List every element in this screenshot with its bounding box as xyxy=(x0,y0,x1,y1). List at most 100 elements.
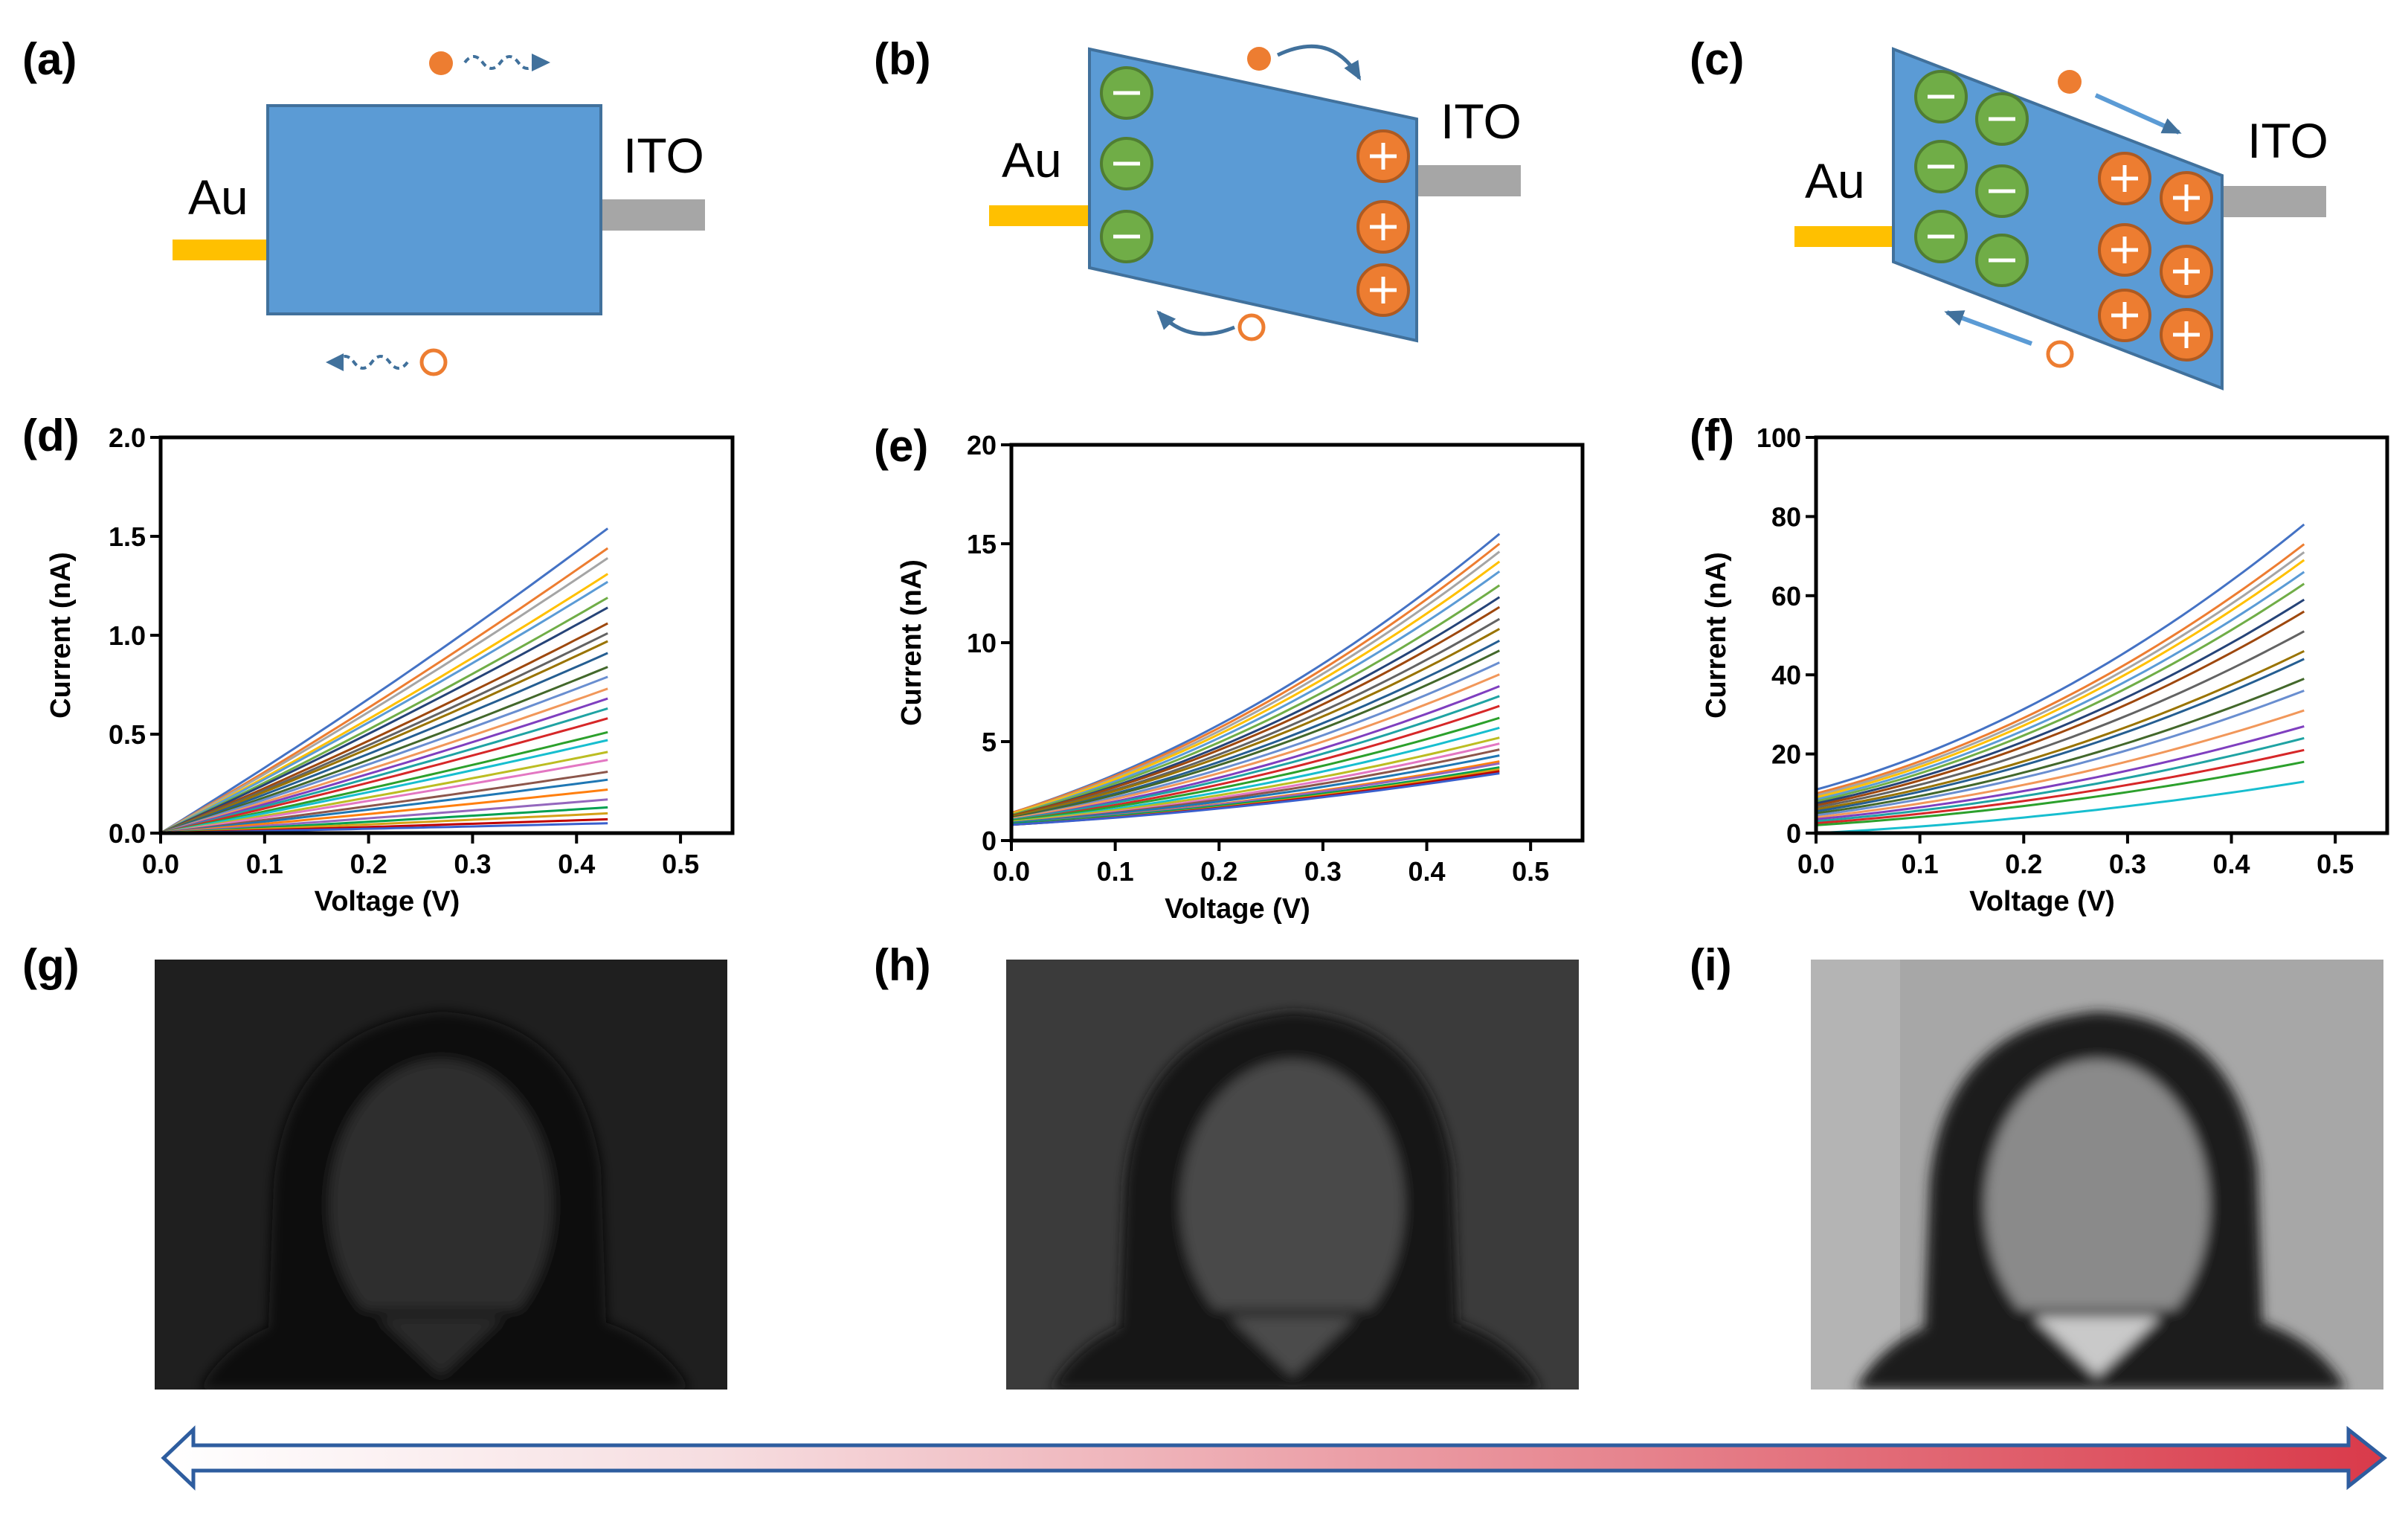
y-axis-label: Current (nA) xyxy=(896,559,927,726)
iv-series-line xyxy=(160,707,608,835)
au-electrode xyxy=(989,205,1089,226)
iv-series-line xyxy=(160,788,608,835)
hole-transport xyxy=(326,348,448,376)
iv-series-line xyxy=(1011,736,1500,823)
iv-series-line xyxy=(1815,610,2305,807)
iv-series-line xyxy=(160,666,608,835)
iv-series-line xyxy=(1815,551,2305,797)
portrait-image xyxy=(1811,960,2383,1390)
x-tick-label: 0.4 xyxy=(2213,849,2250,879)
au-label: Au xyxy=(188,170,248,225)
iv-series-line xyxy=(1815,725,2305,820)
iv-series-line xyxy=(1011,584,1501,816)
panel-label-d: (d) xyxy=(22,411,80,460)
device-diagram-c: Au ITO xyxy=(1794,47,2328,391)
iv-series-line xyxy=(1815,780,2305,835)
active-layer xyxy=(266,104,602,315)
iv-series-line xyxy=(1815,523,2305,791)
x-tick-label: 0.0 xyxy=(142,849,179,879)
iv-series-line xyxy=(1815,630,2305,809)
iv-series-line xyxy=(1011,704,1500,822)
x-axis-label: Voltage (V) xyxy=(1165,893,1310,925)
iv-series-line xyxy=(160,771,608,835)
x-tick-label: 0.0 xyxy=(1797,849,1835,879)
iv-series-line xyxy=(160,759,608,835)
iv-series-line xyxy=(160,580,608,835)
y-tick-label: 0.5 xyxy=(109,719,146,750)
active-layer xyxy=(1088,47,1418,343)
iv-series-line xyxy=(1011,716,1500,822)
iv-series-line xyxy=(1815,559,2305,799)
iv-series-line xyxy=(1815,582,2305,803)
iv-series-line xyxy=(1011,772,1500,826)
iv-series-line xyxy=(160,717,608,835)
x-axis-label: Voltage (V) xyxy=(1969,886,2115,917)
x-tick-label: 0.2 xyxy=(2005,849,2042,879)
iv-series-line xyxy=(1011,628,1501,818)
iv-chart-f: 0.0 0.1 0.2 0.3 0.4 0.5 0 20 40 60 80 100 Voltage (V… xyxy=(1701,423,2389,917)
iv-series-line xyxy=(1011,605,1501,817)
panel-label-c: (c) xyxy=(1690,34,1744,84)
x-tick-label: 0.3 xyxy=(454,849,491,879)
x-tick-label: 0.3 xyxy=(1304,856,1342,887)
iv-series-line xyxy=(1011,542,1501,815)
photo-g xyxy=(155,960,727,1390)
panel-label-e: (e) xyxy=(874,421,928,471)
x-tick-label: 0.1 xyxy=(246,849,283,879)
portrait-image xyxy=(155,960,727,1390)
iv-series-line xyxy=(1011,560,1501,815)
y-tick-label: 100 xyxy=(1757,423,1801,453)
y-axis-label: Current (nA) xyxy=(45,552,77,719)
iv-series-line xyxy=(160,739,608,835)
gradient-double-arrow xyxy=(161,1425,2388,1491)
iv-series-line xyxy=(1815,658,2305,813)
iv-series-line xyxy=(1815,678,2305,815)
x-tick-label: 0.4 xyxy=(558,849,595,879)
iv-series-line xyxy=(1815,649,2305,811)
curved-arrow-right xyxy=(1276,44,1362,81)
iv-series-line xyxy=(1815,690,2305,817)
y-tick-label: 0.0 xyxy=(109,818,146,849)
electron-dot xyxy=(1247,47,1271,71)
iv-series-line xyxy=(160,632,608,835)
ito-label: ITO xyxy=(623,128,704,183)
iv-series-line xyxy=(1011,673,1500,820)
y-tick-label: 1.5 xyxy=(109,521,146,552)
iv-series-line xyxy=(160,557,609,835)
device-diagram-b: Au ITO xyxy=(989,44,1522,343)
iv-series-line xyxy=(1011,570,1501,816)
y-tick-label: 2.0 xyxy=(109,423,146,453)
y-tick-label: 0 xyxy=(1786,818,1801,849)
arrowhead-icon xyxy=(326,353,344,371)
iv-series-line xyxy=(160,527,609,835)
y-tick-label: 5 xyxy=(982,727,997,757)
iv-series-line xyxy=(160,697,608,835)
x-tick-label: 0.5 xyxy=(1512,856,1549,887)
electron-dot xyxy=(429,51,453,75)
arrowhead-icon xyxy=(532,54,550,71)
hole-dot xyxy=(1237,313,1266,341)
y-tick-label: 0 xyxy=(982,826,997,856)
iv-series-line xyxy=(1815,709,2305,819)
iv-series-line xyxy=(1815,736,2305,823)
y-tick-label: 15 xyxy=(967,529,997,559)
iv-series-line xyxy=(160,687,608,835)
y-tick-label: 60 xyxy=(1771,581,1801,611)
ito-label: ITO xyxy=(2247,113,2328,168)
portrait-image xyxy=(1006,960,1579,1390)
y-tick-label: 1.0 xyxy=(109,620,146,651)
iv-chart-d: 0.0 0.1 0.2 0.3 0.4 0.5 0.0 0.5 1.0 1.5 2.0 Voltage… xyxy=(45,423,735,917)
ito-electrode xyxy=(601,199,705,231)
ito-label: ITO xyxy=(1440,94,1522,149)
iv-series-line xyxy=(160,622,608,835)
au-label: Au xyxy=(1002,132,1062,187)
iv-series-line xyxy=(160,640,608,835)
iv-series-line xyxy=(1815,748,2305,825)
panel-label-a: (a) xyxy=(22,34,77,84)
iv-series-line xyxy=(160,652,608,835)
y-tick-label: 40 xyxy=(1771,660,1801,690)
iv-series-line xyxy=(1815,571,2305,801)
iv-chart-e: 0.0 0.1 0.2 0.3 0.4 0.5 0 5 10 15 20 Voltage (V) Cur… xyxy=(896,430,1585,925)
y-tick-label: 10 xyxy=(967,628,997,658)
